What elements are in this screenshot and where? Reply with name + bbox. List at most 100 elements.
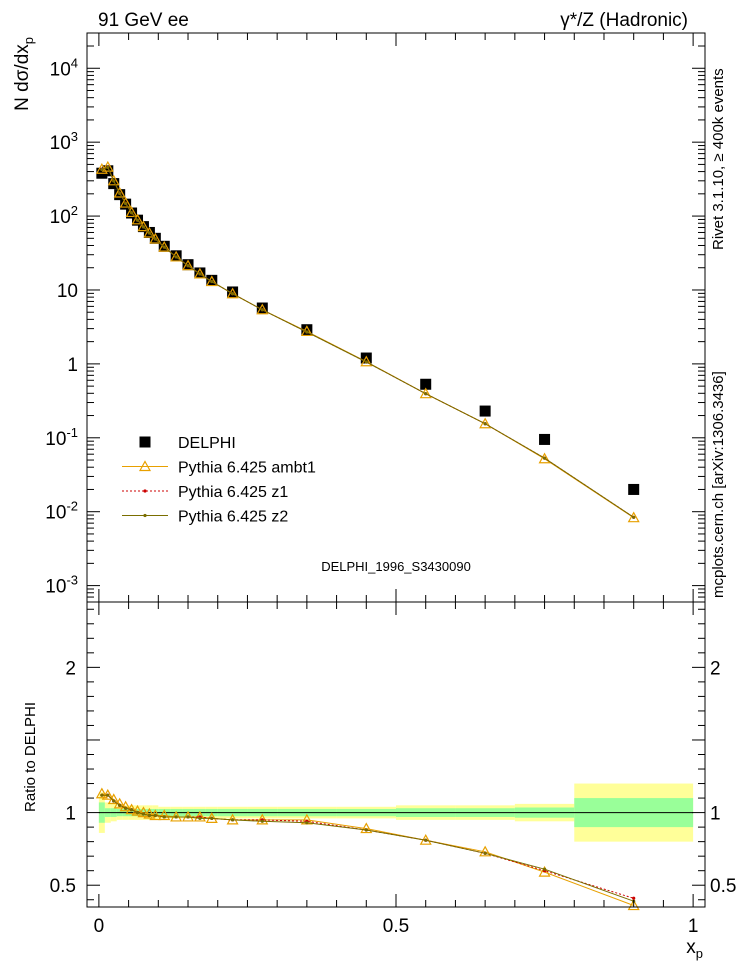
legend-marker bbox=[143, 489, 147, 493]
ratio-y-tick-label-right: 0.5 bbox=[710, 876, 736, 897]
series-pythia-6-425-z2 bbox=[100, 165, 636, 519]
series-point bbox=[542, 456, 547, 460]
series-point bbox=[181, 259, 195, 271]
y-tick-label: 104 bbox=[50, 55, 78, 80]
series-point bbox=[101, 160, 114, 172]
series-point bbox=[137, 220, 150, 232]
ratio-point bbox=[131, 804, 144, 816]
ratio-pythia-6-425-z2 bbox=[100, 793, 636, 903]
legend-label: DELPHI bbox=[178, 435, 236, 452]
ratio-point bbox=[135, 810, 140, 815]
ratio-point bbox=[360, 822, 373, 834]
ratio-y-tick-label: 2 bbox=[65, 658, 76, 679]
ratio-point bbox=[143, 807, 156, 819]
data-point bbox=[539, 433, 551, 445]
y-tick-label: 10-1 bbox=[45, 425, 78, 450]
ratio-frame bbox=[86, 601, 706, 908]
series-point bbox=[230, 292, 235, 296]
ratio-point bbox=[305, 821, 309, 825]
y-tick-label: 102 bbox=[50, 203, 78, 228]
source-label: mcplots.cern.ch [arXiv:1306.3436] bbox=[710, 371, 727, 598]
ratio-point bbox=[119, 800, 132, 812]
series-point bbox=[226, 287, 239, 299]
ratio-point bbox=[542, 867, 547, 871]
series-point bbox=[205, 275, 218, 287]
series-point bbox=[107, 174, 120, 186]
x-tick-label: 0 bbox=[94, 916, 105, 937]
ratio-point bbox=[95, 787, 108, 799]
ratio-point bbox=[153, 813, 157, 818]
series-point bbox=[149, 232, 162, 244]
series-point bbox=[141, 225, 146, 229]
ratio-point bbox=[210, 816, 214, 821]
series-point bbox=[112, 179, 116, 183]
main-plot-panel: 10-3 10-2 10-1 1 10 102 103 104 N dσ/dxp bbox=[12, 32, 706, 603]
data-point bbox=[227, 286, 239, 298]
legend-entry: Pythia 6.425 z1 bbox=[122, 484, 288, 501]
y-tick-label: 10-2 bbox=[45, 499, 78, 524]
data-point bbox=[628, 483, 640, 495]
ratio-point bbox=[101, 788, 114, 800]
ratio-y-tick-label-right: 1 bbox=[710, 804, 721, 825]
series-point bbox=[364, 360, 368, 364]
data-point bbox=[108, 178, 120, 190]
data-point bbox=[420, 378, 432, 390]
series-point bbox=[143, 226, 156, 238]
series-point bbox=[198, 272, 202, 276]
header-left-label: 91 GeV ee bbox=[98, 10, 189, 31]
legend-entry: Pythia 6.425 z2 bbox=[122, 509, 288, 526]
ratio-point bbox=[147, 813, 151, 818]
series-point bbox=[193, 267, 206, 279]
series-point bbox=[260, 308, 264, 312]
ratio-point bbox=[181, 810, 195, 822]
series-point bbox=[170, 250, 183, 262]
series-point bbox=[424, 392, 428, 396]
ratio-point bbox=[170, 810, 183, 822]
ratio-point bbox=[124, 806, 128, 810]
series-point bbox=[119, 196, 132, 208]
legend-entry: Pythia 6.425 ambt1 bbox=[122, 460, 316, 477]
series-point bbox=[147, 231, 151, 235]
ratio-point bbox=[106, 793, 110, 797]
x-tick-label: 1 bbox=[688, 916, 699, 937]
header-right-label: γ*/Z (Hadronic) bbox=[560, 10, 688, 31]
legend-marker bbox=[143, 513, 147, 518]
legend-entry: DELPHI bbox=[139, 435, 236, 452]
series-point bbox=[186, 264, 190, 268]
ratio-point bbox=[112, 799, 116, 803]
series-point bbox=[153, 237, 157, 241]
series-point bbox=[538, 452, 551, 464]
legend-label: Pythia 6.425 ambt1 bbox=[178, 460, 316, 477]
series-point bbox=[158, 240, 171, 252]
legend-marker bbox=[138, 460, 152, 472]
series-point bbox=[419, 387, 432, 399]
series-point bbox=[124, 201, 128, 206]
series-point bbox=[113, 186, 126, 198]
series-point bbox=[135, 218, 140, 222]
ratio-point bbox=[174, 815, 178, 819]
series-point bbox=[632, 515, 636, 519]
legend-label: Pythia 6.425 z2 bbox=[178, 509, 288, 526]
ratio-y-tick-label: 1 bbox=[65, 804, 76, 825]
y-axis-title: N dσ/dxp bbox=[12, 37, 36, 111]
ratio-y-axis-title: Ratio to DELPHI bbox=[22, 702, 39, 812]
series-point bbox=[256, 303, 269, 315]
watermark-label: DELPHI_1996_S3430090 bbox=[321, 559, 471, 574]
ratio-point bbox=[198, 816, 202, 821]
series-point bbox=[100, 167, 104, 172]
series-point bbox=[106, 165, 110, 169]
ratio-point bbox=[129, 808, 134, 812]
ratio-point bbox=[256, 813, 269, 825]
ratio-point bbox=[230, 818, 235, 822]
data-point bbox=[479, 405, 491, 417]
x-axis-title: xp bbox=[686, 937, 703, 961]
ratio-point bbox=[627, 899, 640, 911]
legend-label: Pythia 6.425 z1 bbox=[178, 484, 288, 501]
series-point bbox=[131, 213, 144, 225]
ratio-point bbox=[632, 896, 636, 900]
ratio-point bbox=[186, 815, 190, 819]
ratio-point bbox=[483, 851, 487, 855]
data-point bbox=[301, 324, 313, 336]
ratio-point bbox=[260, 819, 264, 823]
